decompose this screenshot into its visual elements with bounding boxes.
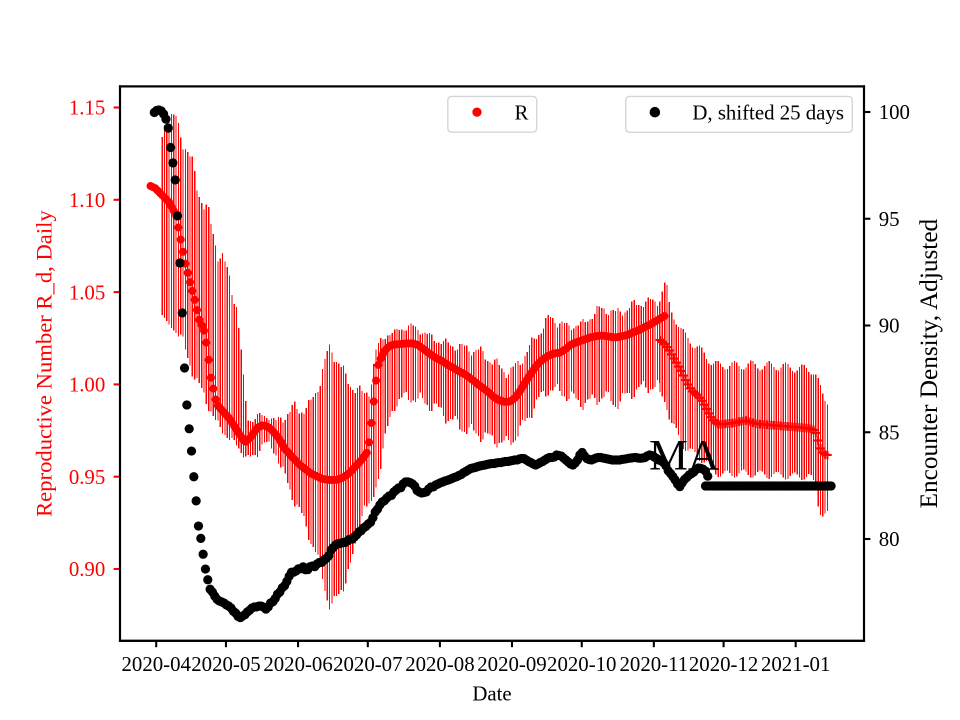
svg-text:100: 100	[879, 100, 910, 124]
svg-text:1.00: 1.00	[69, 373, 105, 397]
svg-text:80: 80	[879, 527, 900, 551]
svg-text:90: 90	[879, 314, 900, 338]
svg-text:2020-10: 2020-10	[547, 652, 616, 676]
svg-text:2020-04: 2020-04	[121, 652, 191, 676]
svg-text:Reproductive Number R_d, Daily: Reproductive Number R_d, Daily	[31, 210, 56, 517]
svg-text:2021-01: 2021-01	[761, 652, 830, 676]
svg-text:2020-05: 2020-05	[191, 652, 260, 676]
svg-text:R: R	[514, 100, 528, 124]
svg-text:1.05: 1.05	[69, 280, 105, 304]
svg-text:0.95: 0.95	[69, 465, 105, 489]
svg-text:2020-06: 2020-06	[263, 652, 332, 676]
svg-text:95: 95	[879, 207, 900, 231]
svg-text:D, shifted 25 days: D, shifted 25 days	[692, 100, 844, 124]
svg-text:2020-07: 2020-07	[333, 652, 402, 676]
svg-text:2020-11: 2020-11	[620, 652, 689, 676]
svg-text:1.15: 1.15	[69, 96, 105, 120]
svg-text:2020-08: 2020-08	[405, 652, 474, 676]
svg-text:85: 85	[879, 420, 900, 444]
svg-text:2020-12: 2020-12	[689, 652, 758, 676]
svg-text:Encounter Density, Adjusted: Encounter Density, Adjusted	[915, 218, 943, 508]
svg-text:Date: Date	[472, 681, 511, 705]
svg-text:2020-09: 2020-09	[477, 652, 546, 676]
svg-text:0.90: 0.90	[69, 557, 105, 581]
svg-text:1.10: 1.10	[69, 188, 105, 212]
